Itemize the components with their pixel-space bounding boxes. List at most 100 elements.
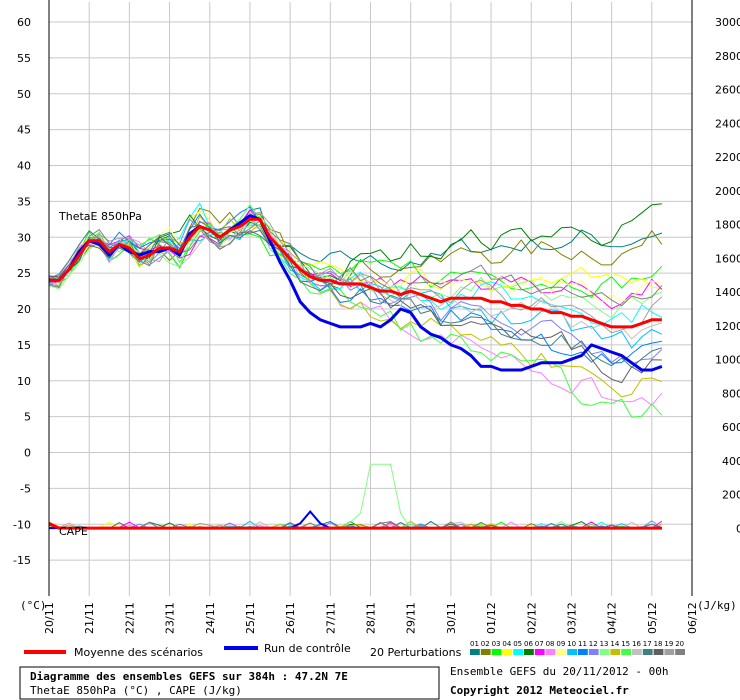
x-tick-label: 25/11 xyxy=(244,602,257,634)
perturbation-id-19: 19 xyxy=(664,640,673,648)
x-tick-label: 26/11 xyxy=(284,602,297,634)
perturbation-swatch-08 xyxy=(545,649,556,655)
left-tick-label: 55 xyxy=(17,52,31,65)
perturbation-id-08: 08 xyxy=(546,640,555,648)
x-tick-label: 29/11 xyxy=(405,602,418,634)
x-tick-label: 28/11 xyxy=(365,602,378,634)
thetae-panel-label: ThetaE 850hPa xyxy=(58,210,142,223)
perturbation-swatch-12 xyxy=(588,649,599,655)
perturbation-line-15 xyxy=(48,204,663,418)
main-series xyxy=(48,214,663,530)
x-tick-label: 24/11 xyxy=(204,602,217,634)
x-tick-label: 30/11 xyxy=(445,602,458,634)
perturbation-swatch-15 xyxy=(621,649,631,655)
left-tick-label: 10 xyxy=(17,375,31,388)
perturbation-color-legend: 01 02 03 04 05 06 07 08 09 10 11 12 13 14 15 16 17 18 19 20 xyxy=(470,640,685,655)
left-tick-label: 20 xyxy=(17,303,31,316)
perturbation-id-05: 05 xyxy=(513,640,522,648)
right-tick-label: 3000 xyxy=(715,16,740,29)
left-tick-label: -5 xyxy=(20,482,31,495)
perturbation-swatch-01 xyxy=(470,649,480,655)
left-tick-label: 5 xyxy=(24,411,31,424)
right-tick-label: 1000 xyxy=(715,354,740,367)
perturbation-swatch-13 xyxy=(599,649,610,655)
x-tick-label: 21/11 xyxy=(83,602,96,634)
left-tick-label: 30 xyxy=(17,231,31,244)
right-tick-label: 1800 xyxy=(715,219,740,232)
perturbation-swatch-20 xyxy=(675,649,685,655)
left-tick-label: 35 xyxy=(17,195,31,208)
left-tick-label: 45 xyxy=(17,124,31,137)
perturbation-swatch-18 xyxy=(653,649,664,655)
run-info: Ensemble GEFS du 20/11/2012 - 00h xyxy=(450,665,669,678)
perturbation-id-09: 09 xyxy=(556,640,565,648)
mean-legend-label: Moyenne des scénarios xyxy=(74,646,203,659)
right-tick-label: 2200 xyxy=(715,151,740,164)
left-tick-label: 15 xyxy=(17,339,31,352)
perturbation-id-06: 06 xyxy=(524,640,533,648)
perturbation-line-19 xyxy=(48,211,663,334)
perturbation-id-02: 02 xyxy=(481,640,490,648)
x-tick-label: 04/12 xyxy=(606,602,619,634)
right-tick-label: 1600 xyxy=(715,252,740,265)
perturbation-swatch-03 xyxy=(491,649,502,655)
control-legend-label: Run de contrôle xyxy=(264,642,351,655)
perturbation-id-14: 14 xyxy=(610,640,619,648)
right-tick-label: 1200 xyxy=(715,320,740,333)
perturbation-swatch-04 xyxy=(502,649,513,655)
left-tick-label: -15 xyxy=(13,554,31,567)
right-tick-label: 2400 xyxy=(715,117,740,130)
perturbation-id-04: 04 xyxy=(502,640,511,648)
right-unit-label: (J/kg) xyxy=(697,599,737,612)
perturbation-id-03: 03 xyxy=(492,640,501,648)
x-tick-label: 01/12 xyxy=(485,602,498,634)
cape-series xyxy=(48,463,663,530)
perturbation-swatch-14 xyxy=(610,649,621,655)
perturbation-swatch-10 xyxy=(567,649,577,655)
perturbation-swatch-11 xyxy=(578,649,588,655)
perturbation-id-20: 20 xyxy=(675,640,684,648)
cape-mean-line xyxy=(48,522,662,530)
right-tick-label: 2000 xyxy=(715,185,740,198)
cape-perturbation-line-13 xyxy=(48,463,662,529)
perturbation-line-20 xyxy=(48,220,663,307)
cape-panel-label: CAPE xyxy=(59,525,88,538)
perturbation-id-11: 11 xyxy=(578,640,587,648)
left-tick-label: 50 xyxy=(17,88,31,101)
footer-subtitle: ThetaE 850hPa (°C) , CAPE (J/kg) xyxy=(30,684,242,697)
perturbation-line-12 xyxy=(48,216,663,365)
perturbation-id-16: 16 xyxy=(632,640,641,648)
perturbation-swatch-09 xyxy=(556,649,567,655)
x-tick-label: 05/12 xyxy=(646,602,659,634)
right-tick-label: 2800 xyxy=(715,50,740,63)
legend: Moyenne des scénarios Run de contrôle 20… xyxy=(24,640,685,659)
perturbation-id-12: 12 xyxy=(589,640,598,648)
left-tick-label: 0 xyxy=(24,447,31,460)
perturbation-line-14 xyxy=(48,215,663,398)
axes: 605550454035302520151050-5-10-1530002800… xyxy=(13,0,740,634)
perturbation-id-01: 01 xyxy=(470,640,479,648)
footer-box xyxy=(19,666,440,700)
perturbation-swatch-16 xyxy=(632,649,642,655)
left-tick-label: -10 xyxy=(13,518,31,531)
x-tick-label: 06/12 xyxy=(686,602,699,634)
perturbation-line-18 xyxy=(48,224,662,384)
perturbation-id-17: 17 xyxy=(643,640,652,648)
perturbation-swatch-05 xyxy=(513,649,523,655)
perturbation-id-18: 18 xyxy=(654,640,663,648)
right-tick-label: 2600 xyxy=(715,84,740,97)
x-tick-label: 27/11 xyxy=(324,602,337,634)
footer-title: Diagramme des ensembles GEFS sur 384h : … xyxy=(30,670,348,683)
perturbation-id-07: 07 xyxy=(535,640,544,648)
perturbation-line-11 xyxy=(48,206,662,364)
perturbations-legend-label: 20 Perturbations xyxy=(370,646,462,659)
perturbation-swatch-07 xyxy=(534,649,545,655)
control-run-line xyxy=(49,214,663,372)
perturbation-id-10: 10 xyxy=(567,640,576,648)
left-tick-label: 25 xyxy=(17,267,31,280)
right-tick-label: 200 xyxy=(722,489,740,502)
mean-line xyxy=(49,217,662,329)
x-tick-label: 02/12 xyxy=(525,602,538,634)
